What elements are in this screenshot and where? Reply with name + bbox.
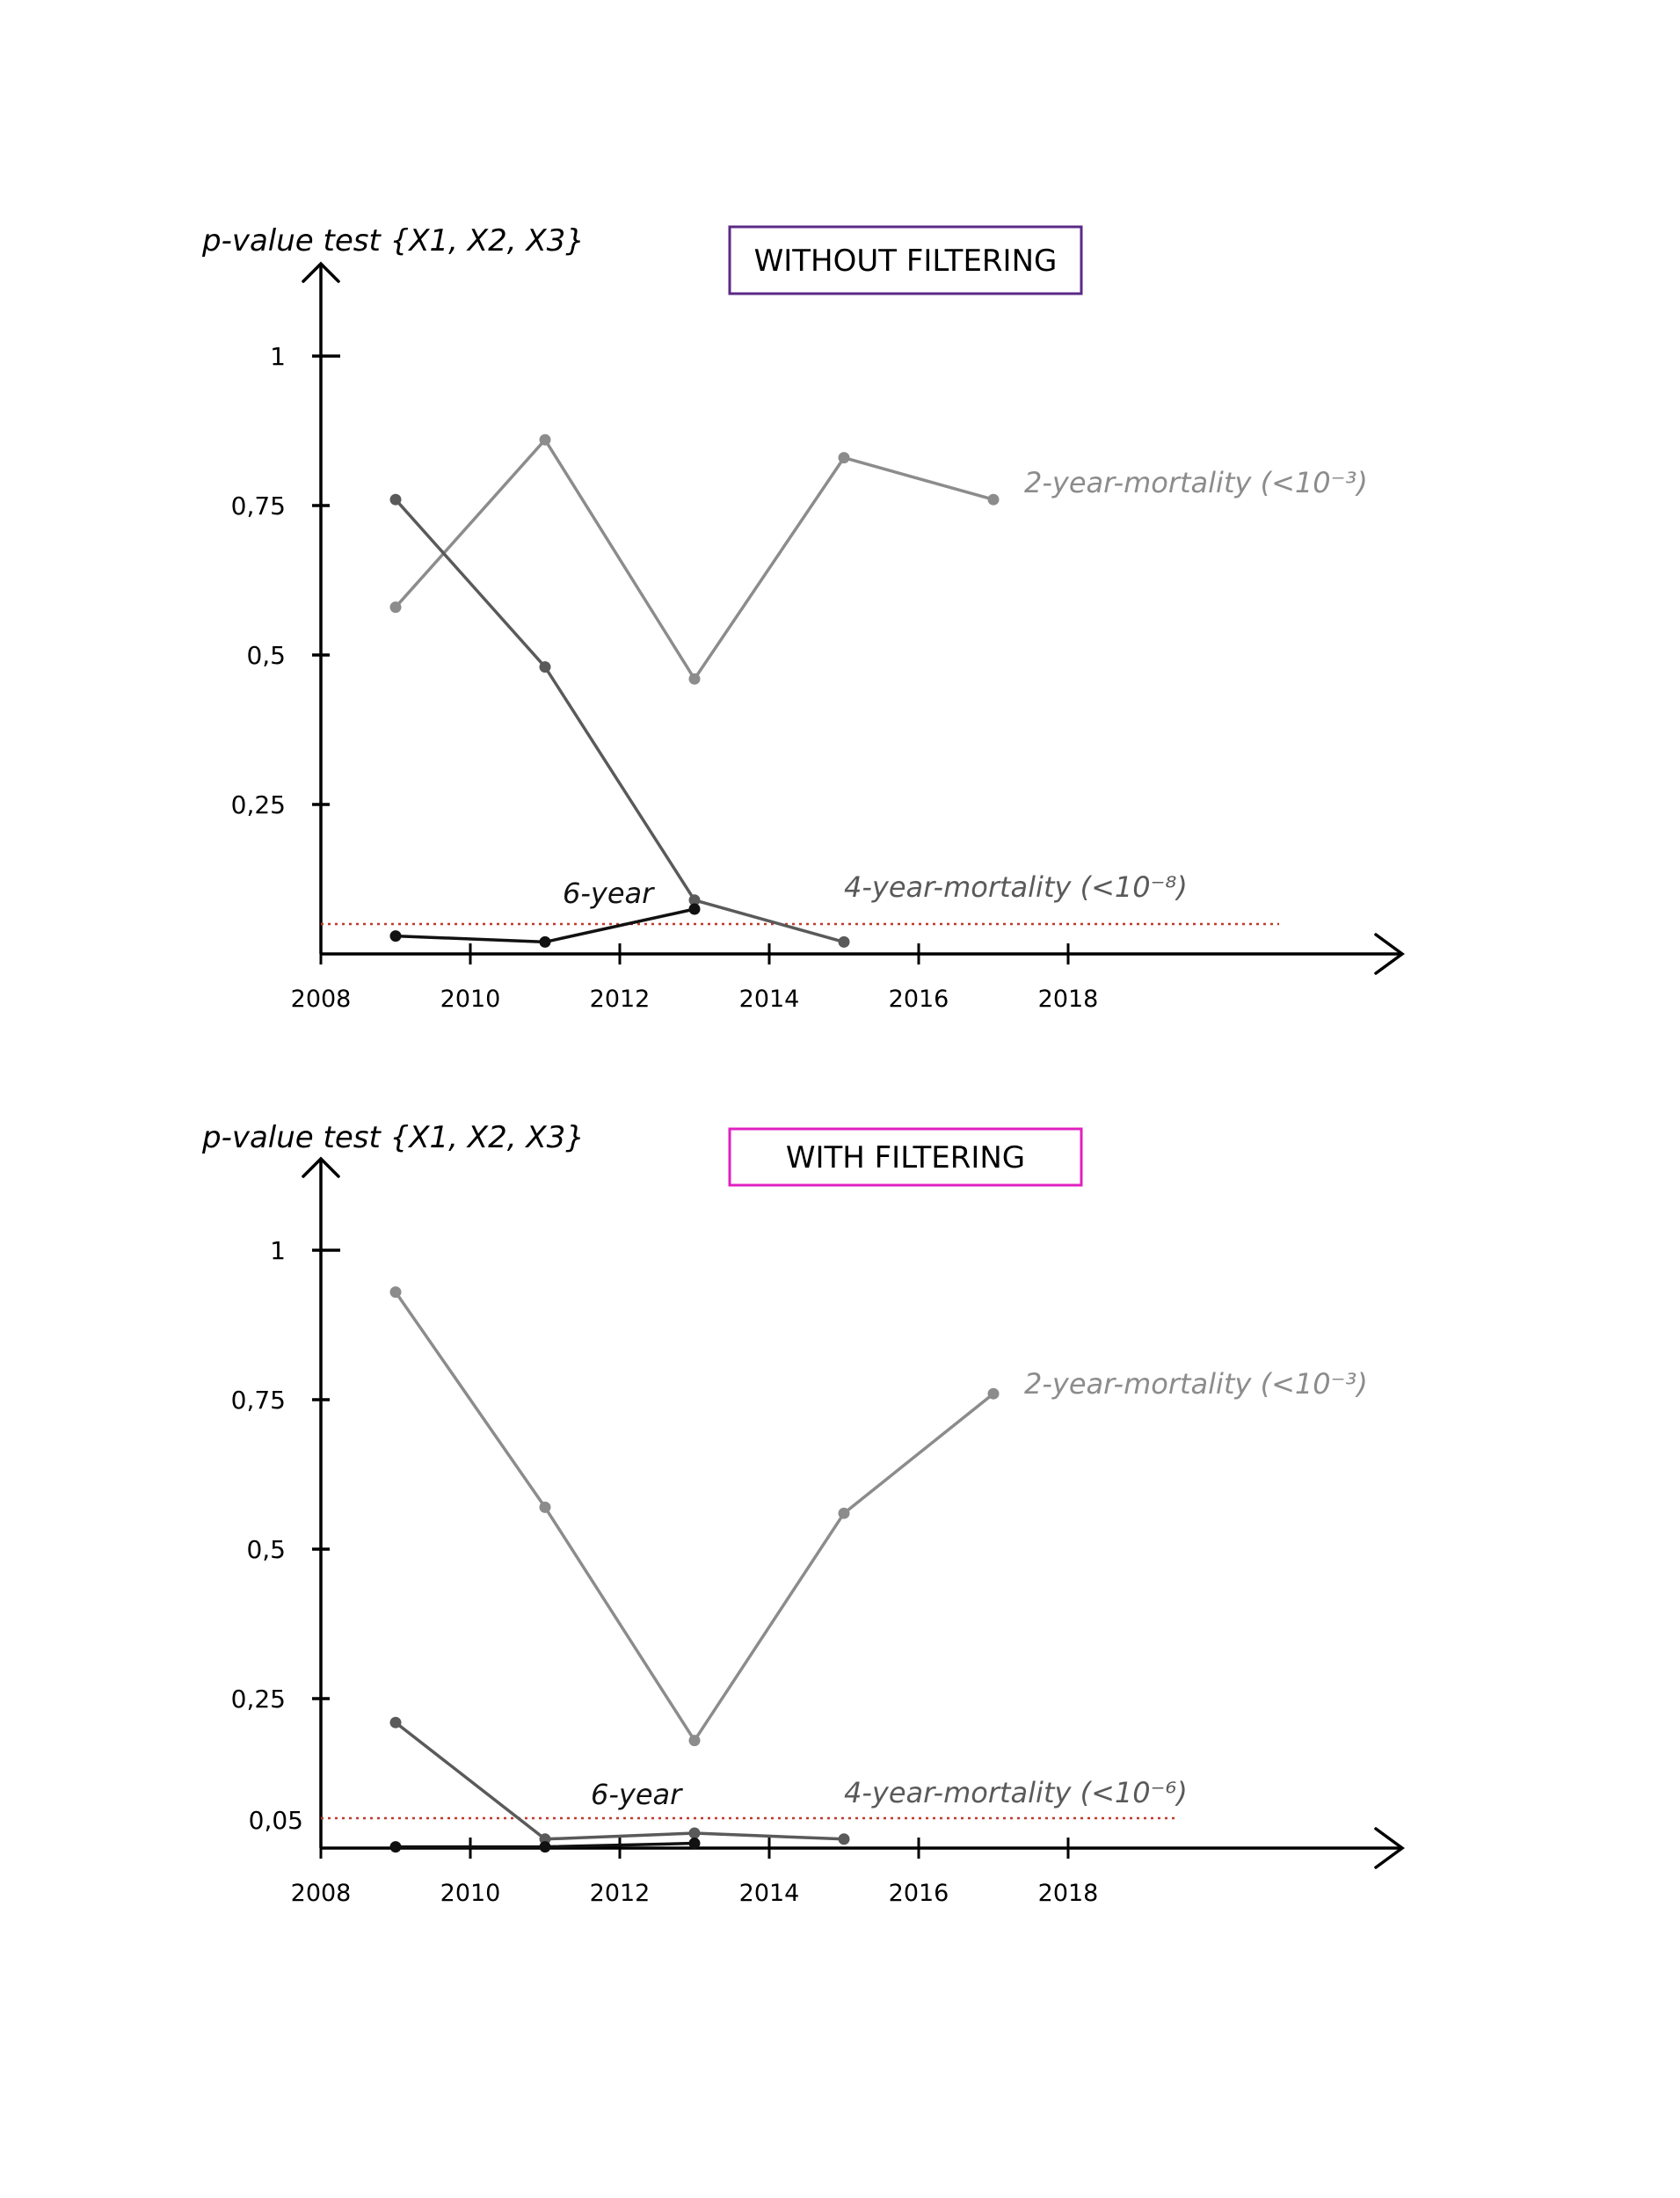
y-tick-label: 1 <box>270 342 286 371</box>
x-tick-label: 2014 <box>739 1880 800 1907</box>
x-tick-label: 2018 <box>1038 986 1099 1013</box>
x-tick-label: 2012 <box>590 1880 651 1907</box>
x-axis-arrow <box>1374 1827 1405 1869</box>
chart-title: WITHOUT FILTERING <box>754 244 1058 279</box>
data-point <box>539 433 551 446</box>
data-point <box>688 903 701 915</box>
data-point <box>838 935 850 948</box>
series-label: 4-year-mortality (<10⁻⁶) <box>844 1776 1188 1809</box>
y-axis-arrow <box>302 1156 340 1178</box>
threshold-label: 0,05 <box>249 1806 303 1835</box>
data-point <box>389 1841 402 1853</box>
data-point <box>688 673 701 685</box>
series-label: 6-year <box>563 877 655 910</box>
series-line <box>394 1291 995 1743</box>
data-point <box>539 1501 551 1513</box>
x-tick-label: 2018 <box>1038 1880 1099 1907</box>
x-tick-label: 2010 <box>440 1880 501 1907</box>
y-tick-label: 0,25 <box>231 790 286 819</box>
series-label: 2-year-mortality (<10⁻³) <box>1024 466 1368 499</box>
y-tick-label: 0,5 <box>246 1535 286 1564</box>
data-point <box>539 935 551 948</box>
x-tick-label: 2016 <box>889 986 949 1013</box>
data-point <box>389 930 402 943</box>
x-tick-label: 2014 <box>739 986 800 1013</box>
series-label: 4-year-mortality (<10⁻⁸) <box>844 870 1188 904</box>
data-point <box>389 601 402 614</box>
title-box <box>728 225 1083 295</box>
data-point <box>688 1827 701 1839</box>
x-tick-label: 2016 <box>889 1880 949 1907</box>
data-point <box>838 1833 850 1845</box>
chart-without-filtering: WITHOUT FILTERING p-value test {X1, X2, X… <box>201 223 1405 1013</box>
x-axis-arrow <box>1374 933 1405 975</box>
series-label: 6-year <box>591 1778 683 1811</box>
data-point <box>838 1507 850 1519</box>
data-point <box>688 894 701 906</box>
data-point <box>389 1716 402 1729</box>
data-point <box>389 1286 402 1299</box>
data-point <box>688 1838 701 1850</box>
y-tick-label: 0,5 <box>246 641 286 670</box>
x-tick-label: 2008 <box>291 986 352 1013</box>
y-tick-label: 0,75 <box>231 491 286 520</box>
y-axis-label: p-value test {X1, X2, X3} <box>201 1120 585 1155</box>
chart-title: WITH FILTERING <box>786 1140 1025 1175</box>
x-tick-label: 2008 <box>291 1880 352 1907</box>
data-point <box>389 493 402 506</box>
x-tick-label: 2012 <box>590 986 651 1013</box>
data-point <box>987 1387 1000 1400</box>
series-line <box>394 1721 845 1841</box>
series-line <box>394 499 845 944</box>
data-point <box>539 1841 551 1853</box>
data-point <box>688 1735 701 1747</box>
y-tick-label: 0,75 <box>231 1386 286 1415</box>
chart-with-filtering: WITH FILTERING p-value test {X1, X2, X3} 1… <box>201 1120 1405 1907</box>
data-point <box>838 452 850 464</box>
x-tick-label: 2010 <box>440 986 501 1013</box>
title-box <box>728 1127 1083 1187</box>
y-axis-label: p-value test {X1, X2, X3} <box>201 223 585 258</box>
data-point <box>987 493 1000 506</box>
series-line <box>394 438 994 681</box>
y-axis-arrow <box>302 261 340 283</box>
data-point <box>539 661 551 673</box>
y-tick-label: 1 <box>270 1236 286 1265</box>
y-tick-label: 0,25 <box>231 1685 286 1714</box>
series-label: 2-year-mortality (<10⁻³) <box>1024 1367 1368 1401</box>
